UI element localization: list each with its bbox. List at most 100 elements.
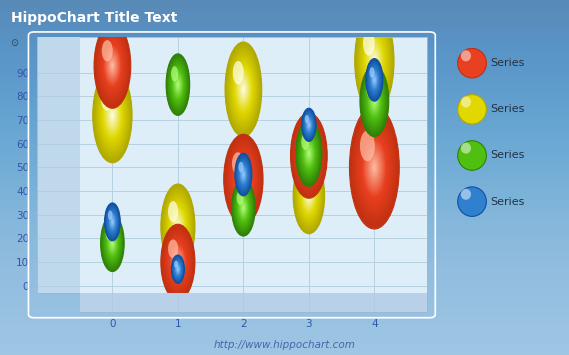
Ellipse shape xyxy=(305,116,313,134)
Ellipse shape xyxy=(237,165,250,194)
Ellipse shape xyxy=(233,155,254,203)
Ellipse shape xyxy=(173,258,183,280)
Ellipse shape xyxy=(238,161,249,189)
Ellipse shape xyxy=(99,35,126,97)
Ellipse shape xyxy=(243,207,244,208)
Ellipse shape xyxy=(170,64,186,105)
Ellipse shape xyxy=(296,165,322,227)
Ellipse shape xyxy=(172,250,183,274)
Ellipse shape xyxy=(105,226,119,260)
Ellipse shape xyxy=(373,76,376,84)
Ellipse shape xyxy=(169,242,187,282)
Ellipse shape xyxy=(304,114,314,135)
Ellipse shape xyxy=(368,65,381,95)
Ellipse shape xyxy=(238,194,249,221)
Ellipse shape xyxy=(307,120,311,130)
Ellipse shape xyxy=(111,219,114,225)
Ellipse shape xyxy=(291,115,326,196)
Ellipse shape xyxy=(306,118,312,132)
Ellipse shape xyxy=(225,43,261,136)
Ellipse shape xyxy=(373,78,375,82)
Ellipse shape xyxy=(231,58,255,121)
Ellipse shape xyxy=(109,234,116,252)
Ellipse shape xyxy=(234,65,253,114)
Ellipse shape xyxy=(94,24,130,107)
Ellipse shape xyxy=(175,262,181,276)
Ellipse shape xyxy=(106,226,113,240)
Ellipse shape xyxy=(232,61,254,118)
Ellipse shape xyxy=(239,163,248,186)
Ellipse shape xyxy=(369,67,380,92)
Ellipse shape xyxy=(360,23,389,99)
Ellipse shape xyxy=(167,199,189,254)
Ellipse shape xyxy=(372,75,377,85)
Ellipse shape xyxy=(236,154,251,195)
Ellipse shape xyxy=(370,50,378,71)
Ellipse shape xyxy=(366,81,382,121)
Ellipse shape xyxy=(298,124,320,182)
Ellipse shape xyxy=(100,86,125,145)
Ellipse shape xyxy=(98,81,127,150)
Ellipse shape xyxy=(366,39,383,83)
Ellipse shape xyxy=(174,260,182,278)
Ellipse shape xyxy=(304,114,314,136)
Ellipse shape xyxy=(177,267,179,272)
Ellipse shape xyxy=(105,204,119,239)
Ellipse shape xyxy=(112,220,113,223)
Ellipse shape xyxy=(365,77,384,125)
Ellipse shape xyxy=(100,84,125,146)
Ellipse shape xyxy=(229,146,258,213)
Ellipse shape xyxy=(177,260,179,264)
Ellipse shape xyxy=(112,242,113,244)
Ellipse shape xyxy=(237,191,250,224)
Ellipse shape xyxy=(176,265,180,273)
Ellipse shape xyxy=(238,196,249,220)
Ellipse shape xyxy=(242,204,245,211)
Ellipse shape xyxy=(372,95,377,107)
Ellipse shape xyxy=(367,83,382,119)
Ellipse shape xyxy=(371,71,378,89)
Ellipse shape xyxy=(362,30,386,92)
Ellipse shape xyxy=(105,203,120,240)
Ellipse shape xyxy=(237,158,250,192)
Ellipse shape xyxy=(362,28,387,93)
Ellipse shape xyxy=(98,34,126,98)
Ellipse shape xyxy=(298,127,319,180)
Ellipse shape xyxy=(303,138,315,168)
Ellipse shape xyxy=(175,76,181,93)
Ellipse shape xyxy=(373,77,376,83)
Text: Series: Series xyxy=(490,104,525,114)
Ellipse shape xyxy=(370,49,379,73)
Ellipse shape xyxy=(373,98,376,104)
Ellipse shape xyxy=(351,109,398,226)
Ellipse shape xyxy=(166,54,189,115)
Ellipse shape xyxy=(237,191,244,205)
Ellipse shape xyxy=(369,48,380,74)
Ellipse shape xyxy=(366,147,382,187)
Ellipse shape xyxy=(361,27,387,95)
Ellipse shape xyxy=(233,183,254,233)
Ellipse shape xyxy=(109,58,116,73)
Ellipse shape xyxy=(303,181,315,211)
Ellipse shape xyxy=(304,145,314,166)
Ellipse shape xyxy=(174,261,182,278)
Ellipse shape xyxy=(308,150,310,157)
Ellipse shape xyxy=(302,108,316,141)
Ellipse shape xyxy=(461,97,471,108)
Ellipse shape xyxy=(372,56,376,66)
Ellipse shape xyxy=(108,56,117,75)
Ellipse shape xyxy=(363,140,386,195)
Ellipse shape xyxy=(371,93,378,109)
Ellipse shape xyxy=(110,217,114,227)
Ellipse shape xyxy=(110,216,115,228)
Ellipse shape xyxy=(361,135,387,200)
Ellipse shape xyxy=(241,168,246,181)
Ellipse shape xyxy=(235,154,251,195)
Ellipse shape xyxy=(368,43,381,79)
Ellipse shape xyxy=(110,237,115,250)
Ellipse shape xyxy=(230,54,257,125)
Ellipse shape xyxy=(299,129,319,178)
Ellipse shape xyxy=(110,237,115,249)
Ellipse shape xyxy=(174,75,182,94)
Ellipse shape xyxy=(106,228,119,259)
